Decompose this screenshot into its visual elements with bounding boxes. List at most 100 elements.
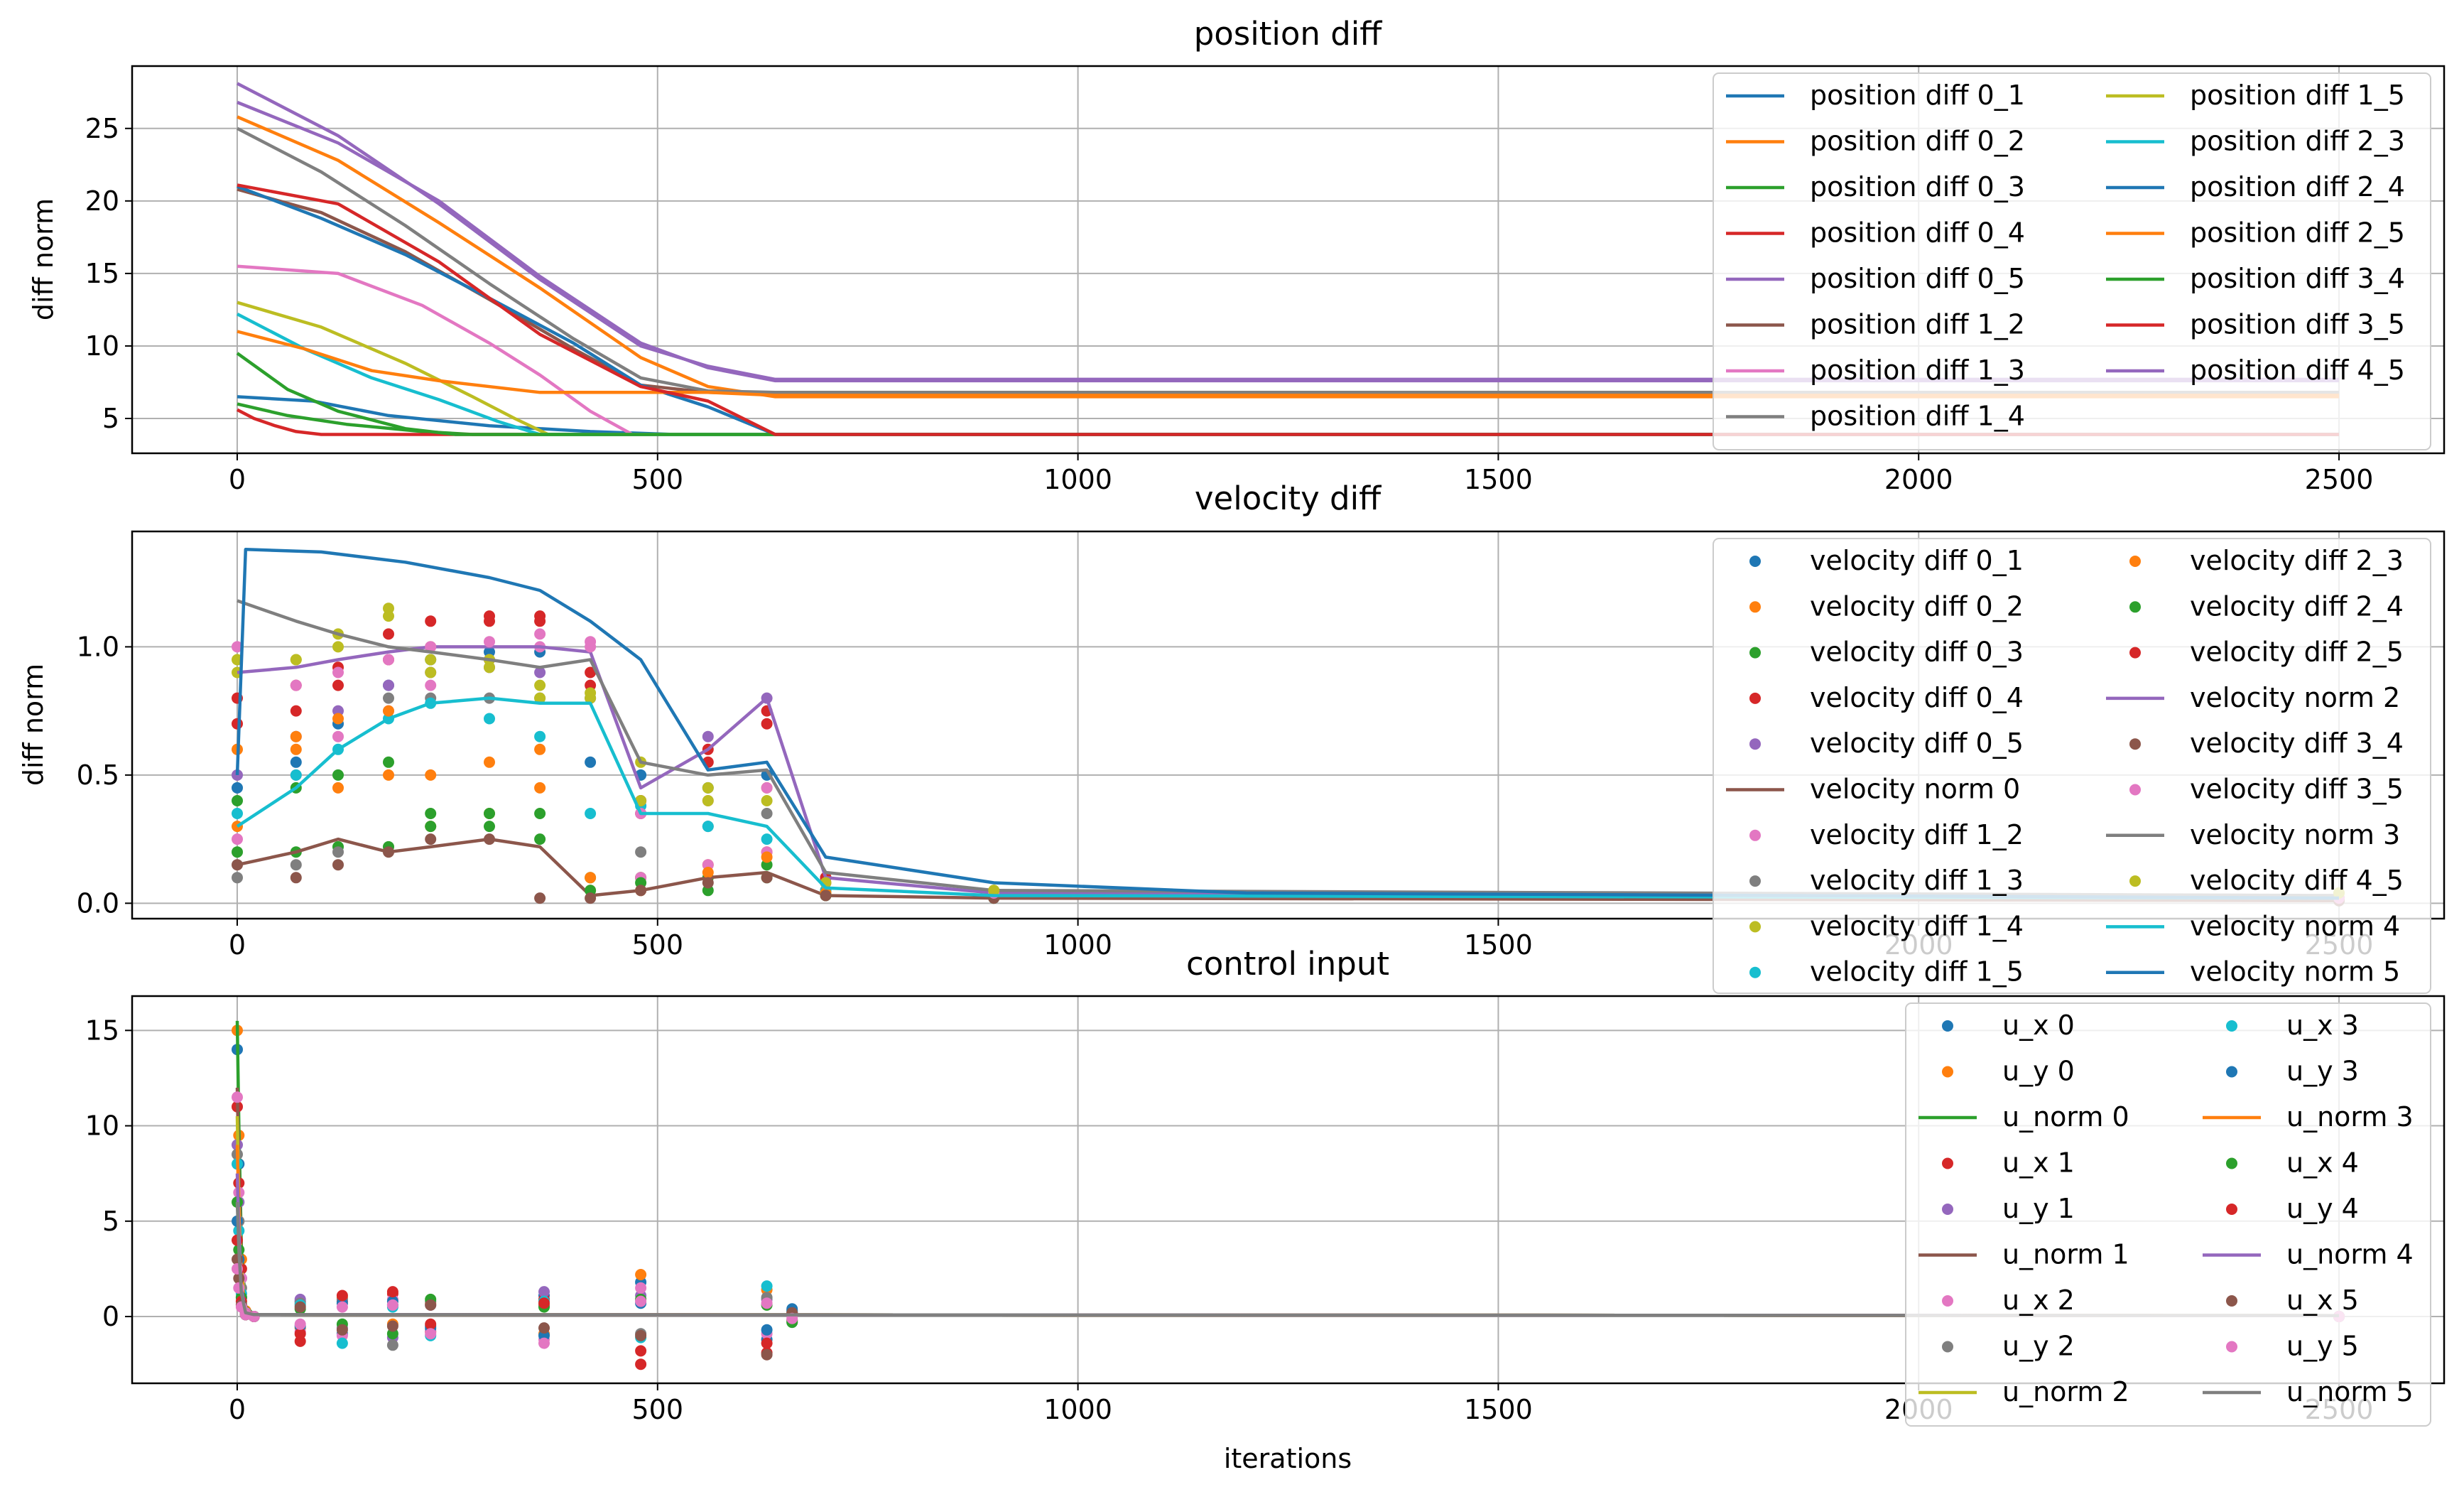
data-point-velocity-diff-3-4 — [702, 877, 714, 889]
legend-label: u_y 0 — [2002, 1056, 2075, 1087]
legend-label: u_norm 4 — [2286, 1239, 2414, 1270]
data-point-u-x-2 — [635, 1282, 647, 1294]
x-tick-label: 0 — [229, 1394, 246, 1425]
legend-item: position diff 1_3 — [1726, 355, 2025, 386]
data-point-u-y-5 — [425, 1328, 437, 1340]
legend-item: velocity norm 0 — [1726, 774, 2020, 805]
data-point-velocity-diff-3-5 — [332, 666, 344, 679]
y-axis-label-velocity-diff: diff norm — [18, 664, 49, 786]
data-point-velocity-diff-3-4 — [425, 833, 437, 845]
legend-item: u_norm 0 — [1918, 1101, 2129, 1132]
legend-swatch — [1749, 921, 1761, 933]
legend-label: velocity diff 4_5 — [2190, 865, 2404, 896]
legend-label: velocity norm 3 — [2190, 819, 2400, 850]
x-tick-label: 500 — [632, 1394, 684, 1425]
legend-item: u_norm 3 — [2203, 1101, 2414, 1132]
data-point-velocity-diff-0-4 — [425, 615, 437, 627]
legend-item: u_x 4 — [2226, 1147, 2359, 1179]
series-line-position-diff-4-5 — [236, 82, 2339, 382]
y-tick-label: 15 — [85, 1015, 119, 1046]
data-point-velocity-diff-3-4 — [232, 859, 243, 871]
legend-label: velocity diff 0_2 — [1810, 590, 2024, 622]
series-line-position-diff-3-4 — [236, 352, 2339, 436]
legend-swatch — [1942, 1295, 1953, 1307]
legend-item: velocity diff 0_1 — [1749, 545, 2024, 576]
subplot-position-diff: position diff diff norm 0 500 1000 1500 2000… — [28, 15, 2446, 495]
y-tick-label: 5 — [102, 403, 119, 434]
legend-label: position diff 0_5 — [1810, 263, 2025, 294]
plot-title-position-diff: position diff — [1194, 15, 1383, 53]
legend-item: velocity diff 4_5 — [2129, 865, 2404, 896]
data-point-velocity-diff-2-5 — [585, 666, 597, 679]
axes-frame-velocity-diff — [131, 530, 2446, 920]
legend-item: velocity diff 3_4 — [2129, 728, 2404, 759]
data-point-velocity-diff-0-1 — [290, 756, 302, 768]
legend-label: u_norm 2 — [2002, 1376, 2129, 1407]
legend-swatch — [2226, 1020, 2237, 1032]
legend-label: position diff 0_1 — [1810, 80, 2025, 111]
data-point-velocity-diff-2-5 — [332, 679, 344, 691]
data-point-velocity-diff-0-2 — [332, 782, 344, 794]
data-point-u-x-5 — [336, 1324, 348, 1336]
series-line-velocity-norm-2 — [237, 645, 2340, 897]
axes-frame-position-diff — [131, 65, 2446, 455]
legend-item: velocity diff 2_3 — [2129, 545, 2404, 576]
legend-swatch — [1942, 1066, 1953, 1078]
series-layer — [236, 82, 2339, 436]
data-point-velocity-diff-4-5 — [534, 679, 546, 691]
data-point-velocity-diff-1-5 — [585, 808, 597, 819]
data-point-velocity-diff-3-4 — [383, 846, 394, 858]
legend-swatch — [2129, 875, 2141, 887]
legend-label: u_norm 0 — [2002, 1101, 2129, 1132]
series-line-position-diff-1-3 — [237, 264, 2339, 436]
y-tick-label: 20 — [85, 185, 119, 217]
data-point-u-y-4 — [336, 1290, 348, 1302]
data-point-velocity-diff-2-4 — [484, 821, 495, 833]
data-point-velocity-diff-0-2 — [383, 769, 394, 781]
data-point-velocity-diff-3-5 — [232, 641, 243, 653]
x-tick-label: 1000 — [1043, 1394, 1112, 1425]
legend-swatch — [1749, 692, 1761, 704]
y-tick-label: 10 — [85, 1110, 119, 1142]
data-point-velocity-diff-1-3 — [290, 859, 302, 871]
data-point-velocity-diff-1-2 — [425, 679, 437, 691]
legend-item: position diff 3_5 — [2106, 309, 2405, 340]
legend-label: position diff 1_4 — [1810, 401, 2025, 432]
data-point-velocity-diff-3-5 — [585, 641, 597, 653]
legend-swatch — [1749, 556, 1761, 567]
legend-item: u_y 1 — [1942, 1193, 2075, 1224]
data-point-velocity-diff-2-3 — [484, 756, 495, 768]
legend-item: velocity diff 1_3 — [1749, 865, 2024, 896]
legend-item: u_norm 5 — [2203, 1376, 2414, 1407]
legend-frame — [1905, 1002, 2431, 1427]
data-point-velocity-diff-3-4 — [290, 872, 302, 884]
legend-item: u_y 3 — [2226, 1056, 2359, 1087]
series-line-position-diff-1-4 — [236, 126, 2339, 394]
legend-label: u_y 5 — [2286, 1331, 2359, 1362]
data-point-u-y-4 — [635, 1345, 647, 1357]
data-point-velocity-diff-2-5 — [484, 615, 495, 627]
data-point-velocity-diff-0-1 — [232, 782, 243, 794]
legend-item: velocity diff 0_3 — [1749, 637, 2024, 668]
legend-label: position diff 4_5 — [2190, 355, 2405, 386]
y-tick-label: 25 — [85, 113, 119, 144]
legend-item: velocity diff 2_5 — [2129, 637, 2404, 668]
legend-swatch — [2226, 1157, 2237, 1169]
series-group-position-diff — [236, 82, 2339, 436]
data-point-velocity-diff-4-5 — [290, 654, 302, 666]
data-point-velocity-diff-0-4 — [232, 718, 243, 730]
legend-label: velocity diff 1_2 — [1810, 819, 2024, 850]
legend-label: velocity diff 1_4 — [1810, 910, 2024, 941]
x-tick-label: 0 — [229, 929, 246, 961]
legend-swatch — [1942, 1341, 1953, 1353]
legend-item: velocity diff 1_5 — [1749, 956, 2024, 988]
series-u-y-5 — [232, 1263, 2345, 1349]
legend-swatch — [2129, 556, 2141, 567]
legend-label: velocity norm 2 — [2190, 682, 2400, 713]
legend-swatch — [2226, 1341, 2237, 1353]
data-point-velocity-diff-1-5 — [761, 833, 773, 845]
legend-swatch — [2226, 1066, 2237, 1078]
legend-item: u_x 0 — [1942, 1010, 2075, 1041]
data-point-u-y-3 — [761, 1324, 773, 1336]
subplot-velocity-diff: velocity diff diff norm 0500100015002000… — [18, 480, 2446, 994]
